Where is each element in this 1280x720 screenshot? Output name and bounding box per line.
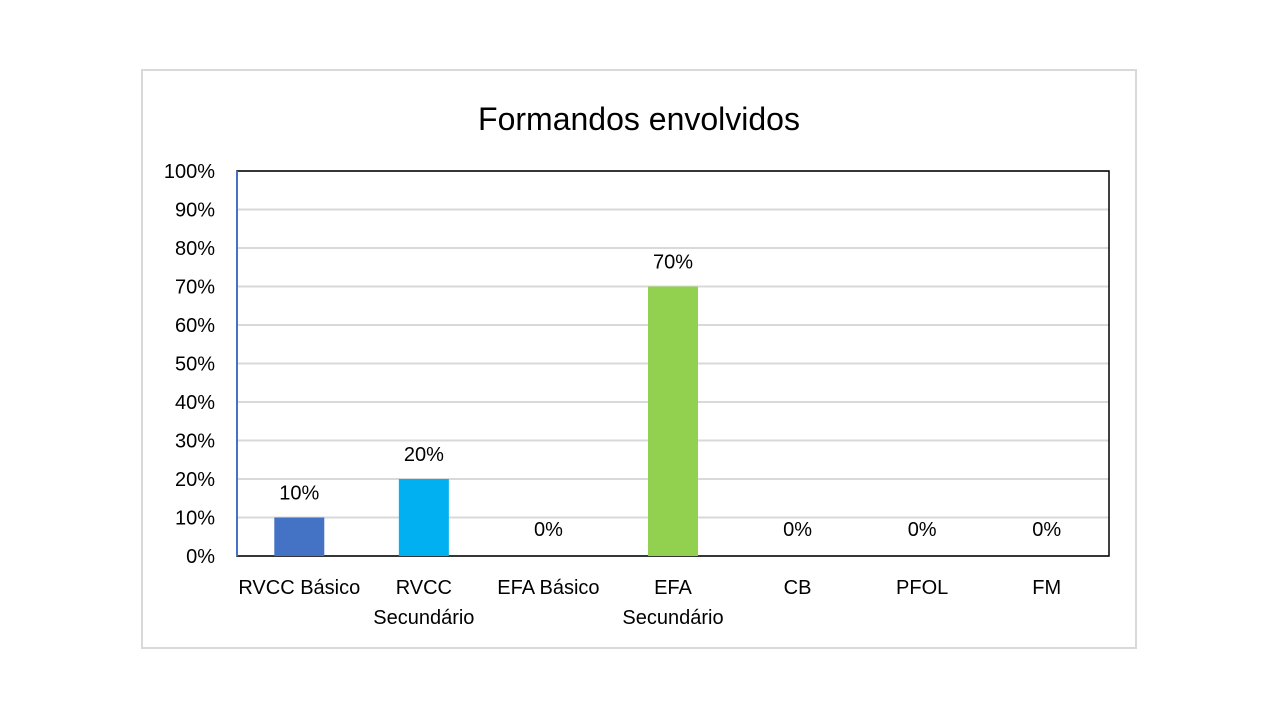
x-tick-label-line: EFA Básico	[497, 577, 599, 599]
x-tick-label: CB	[784, 577, 812, 599]
y-tick-label: 100%	[164, 161, 215, 183]
bar	[274, 517, 325, 556]
x-tick-label-line: Secundário	[622, 607, 723, 629]
data-label: 0%	[1032, 519, 1061, 541]
x-tick-label: EFA Básico	[497, 577, 599, 599]
y-tick-label: 30%	[175, 431, 215, 453]
data-label: 70%	[653, 252, 693, 274]
y-tick-label: 50%	[175, 354, 215, 376]
x-tick-label-line: RVCC Básico	[238, 577, 360, 599]
y-tick-label: 90%	[175, 200, 215, 222]
x-tick-label-line: EFA	[654, 577, 692, 599]
x-tick-label-line: FM	[1032, 577, 1061, 599]
y-tick-label: 80%	[175, 238, 215, 260]
x-tick-label: RVCC Secundário	[373, 577, 474, 629]
x-tick-label: RVCC Básico	[238, 577, 360, 599]
data-label: 0%	[534, 519, 563, 541]
bar	[398, 479, 449, 556]
chart-title: Formandos envolvidos	[478, 101, 800, 137]
data-label: 20%	[404, 444, 444, 466]
y-tick-label: 40%	[175, 392, 215, 414]
x-tick-label-line: Secundário	[373, 607, 474, 629]
x-tick-label: PFOL	[896, 577, 948, 599]
y-tick-label: 20%	[175, 469, 215, 491]
bar	[648, 286, 698, 556]
x-tick-label: EFA Secundário	[622, 577, 723, 629]
x-tick-label-line: PFOL	[896, 577, 948, 599]
x-tick-label-line: CB	[784, 577, 812, 599]
y-tick-label: 10%	[175, 508, 215, 530]
x-tick-label: FM	[1032, 577, 1061, 599]
data-label: 0%	[783, 519, 812, 541]
data-label: 10%	[279, 483, 319, 505]
y-tick-label: 60%	[175, 315, 215, 337]
data-label: 0%	[908, 519, 937, 541]
y-tick-label: 0%	[186, 546, 215, 568]
x-tick-label-line: RVCC	[396, 577, 452, 599]
y-tick-label: 70%	[175, 277, 215, 299]
